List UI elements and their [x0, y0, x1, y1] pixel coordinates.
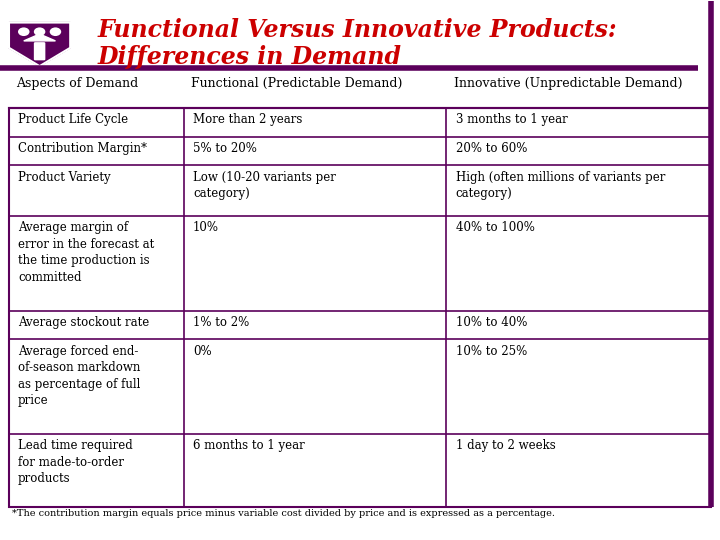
Text: Lead time required
for made-to-order
products: Lead time required for made-to-order pro…	[18, 439, 132, 485]
Text: Product Life Cycle: Product Life Cycle	[18, 113, 128, 126]
Polygon shape	[24, 34, 55, 41]
Text: Product Variety: Product Variety	[18, 171, 111, 184]
Text: 40% to 100%: 40% to 100%	[456, 221, 535, 234]
Polygon shape	[9, 23, 71, 66]
Text: Average margin of
error in the forecast at
the time production is
committed: Average margin of error in the forecast …	[18, 221, 154, 284]
FancyBboxPatch shape	[34, 42, 45, 60]
Text: 5% to 20%: 5% to 20%	[193, 142, 257, 155]
Text: 10% to 40%: 10% to 40%	[456, 316, 527, 329]
Text: 10% to 25%: 10% to 25%	[456, 345, 527, 357]
Text: 6 months to 1 year: 6 months to 1 year	[193, 439, 305, 453]
Circle shape	[34, 28, 45, 36]
Text: Functional (Predictable Demand): Functional (Predictable Demand)	[191, 77, 402, 90]
Text: Differences in Demand: Differences in Demand	[97, 45, 401, 69]
Text: 10%: 10%	[193, 221, 219, 234]
Text: Aspects of Demand: Aspects of Demand	[16, 77, 138, 90]
Text: 3 months to 1 year: 3 months to 1 year	[456, 113, 567, 126]
Text: Functional Versus Innovative Products:: Functional Versus Innovative Products:	[97, 18, 617, 42]
Text: Average forced end-
of-season markdown
as percentage of full
price: Average forced end- of-season markdown a…	[18, 345, 140, 407]
Circle shape	[50, 28, 61, 36]
Text: Low (10-20 variants per
category): Low (10-20 variants per category)	[193, 171, 336, 200]
Bar	[9, 108, 711, 507]
Text: Contribution Margin*: Contribution Margin*	[18, 142, 147, 155]
Text: *The contribution margin equals price minus variable cost divided by price and i: *The contribution margin equals price mi…	[12, 509, 555, 518]
Text: High (often millions of variants per
category): High (often millions of variants per cat…	[456, 171, 665, 200]
Text: 1% to 2%: 1% to 2%	[193, 316, 249, 329]
Text: 1 day to 2 weeks: 1 day to 2 weeks	[456, 439, 556, 453]
Circle shape	[18, 28, 30, 36]
Text: More than 2 years: More than 2 years	[193, 113, 302, 126]
Text: Average stockout rate: Average stockout rate	[18, 316, 149, 329]
Text: 0%: 0%	[193, 345, 212, 357]
Text: 20% to 60%: 20% to 60%	[456, 142, 527, 155]
Text: Innovative (Unpredictable Demand): Innovative (Unpredictable Demand)	[454, 77, 682, 90]
